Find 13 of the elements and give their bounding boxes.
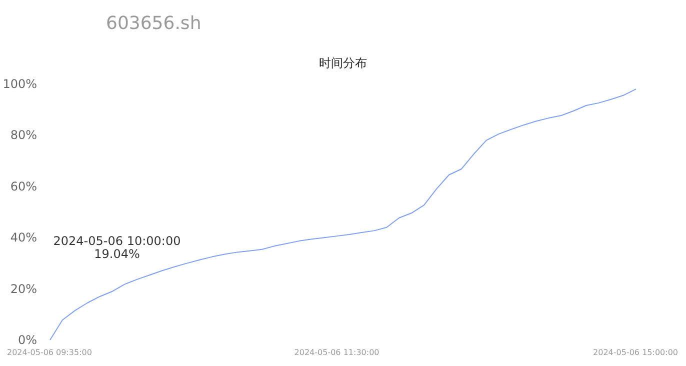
y-tick-label: 80%: [10, 128, 37, 142]
y-tick-label: 40%: [10, 230, 37, 245]
y-tick-label: 60%: [10, 179, 37, 194]
y-tick-label: 20%: [10, 282, 37, 296]
line-series: [50, 88, 636, 340]
y-tick-label: 100%: [2, 77, 37, 91]
x-tick-label: 2024-05-06 09:35:00: [7, 348, 92, 357]
annotation: 2024-05-06 10:00:00 19.04%: [53, 234, 181, 261]
chart-subtitle: 时间分布: [319, 56, 367, 70]
x-tick-label: 2024-05-06 11:30:00: [294, 348, 380, 357]
y-tick-label: 0%: [18, 333, 37, 347]
chart-title: 603656.sh: [106, 13, 202, 34]
x-tick-label: 2024-05-06 15:00:00: [593, 348, 678, 357]
